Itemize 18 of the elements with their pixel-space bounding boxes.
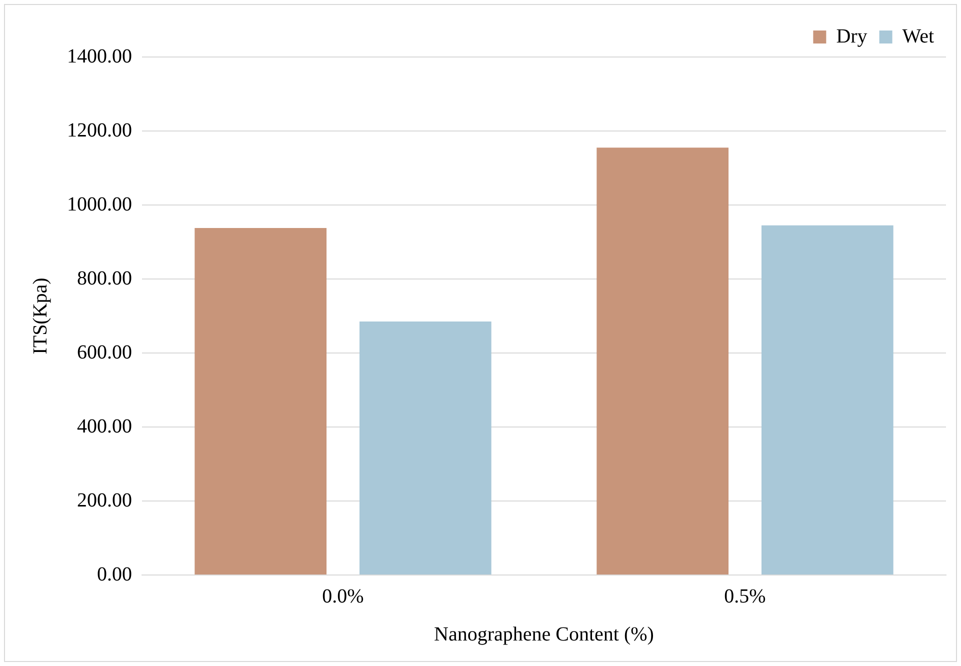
- bar: [596, 148, 729, 574]
- x-axis-title: Nanographene Content (%): [434, 623, 654, 646]
- y-tick-label: 1200.00: [67, 119, 132, 142]
- bar: [359, 322, 492, 574]
- legend-label: Wet: [902, 25, 934, 48]
- y-tick-label: 1400.00: [67, 45, 132, 68]
- y-tick-label: 400.00: [77, 415, 132, 438]
- bar: [194, 228, 327, 574]
- y-axis-title: ITS(Kpa): [29, 278, 52, 354]
- y-tick-label: 1000.00: [67, 193, 132, 216]
- legend-label: Dry: [836, 25, 868, 48]
- x-tick-label: 0.5%: [724, 585, 766, 608]
- x-tick-label: 0.0%: [322, 585, 364, 608]
- y-tick-label: 200.00: [77, 489, 132, 512]
- bar: [761, 225, 894, 574]
- y-tick-label: 800.00: [77, 267, 132, 290]
- y-tick-label: 0.00: [97, 563, 132, 586]
- y-tick-label: 600.00: [77, 341, 132, 364]
